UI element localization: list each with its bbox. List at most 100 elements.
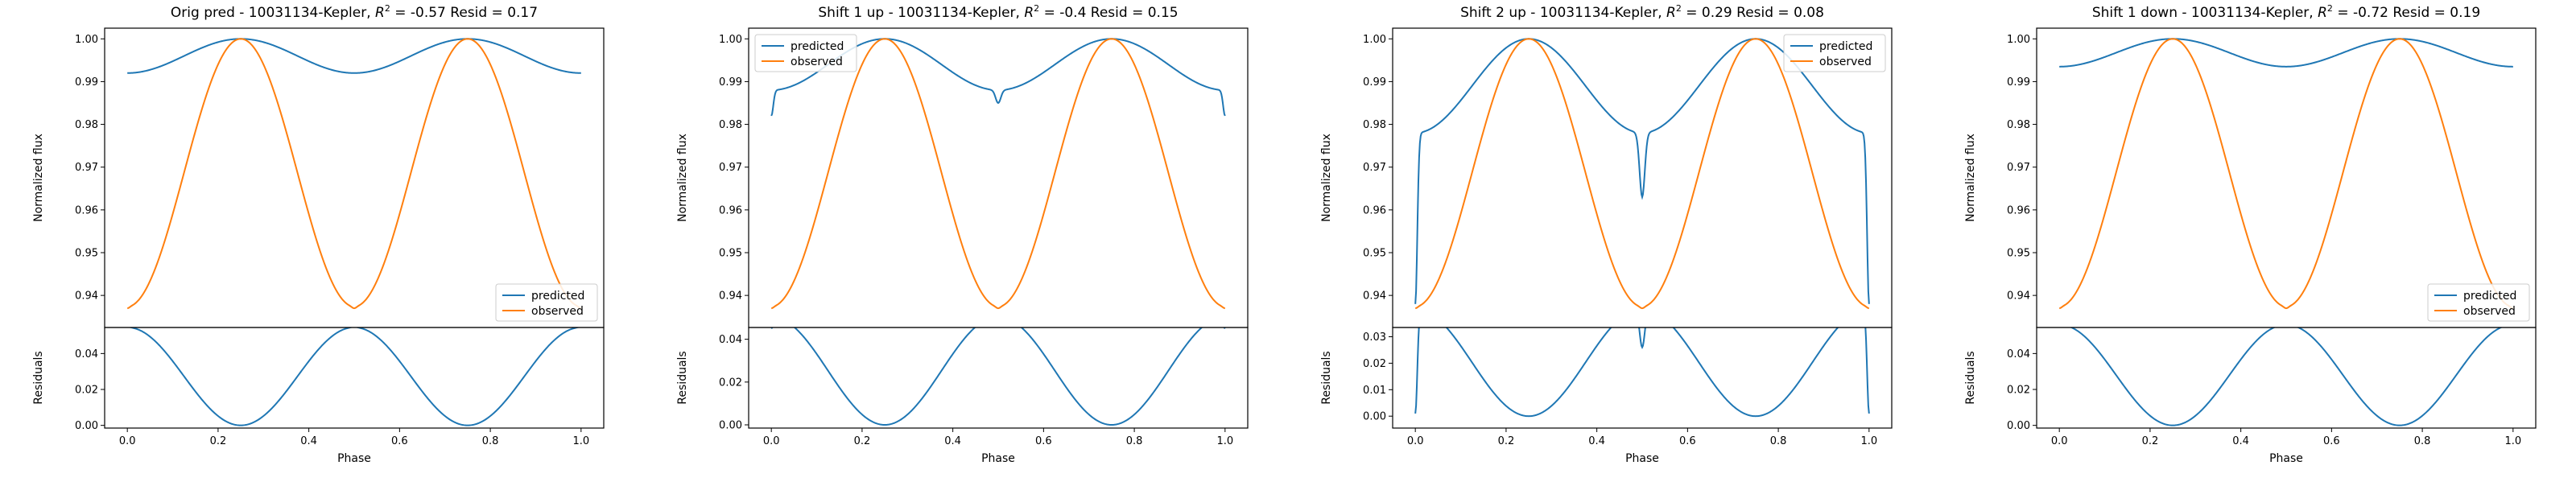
residual-axes-frame bbox=[1392, 327, 1893, 429]
residuals-axis-label: Residuals bbox=[32, 351, 45, 404]
residuals-line bbox=[2069, 327, 2504, 426]
residuals-axis-label: Residuals bbox=[1964, 351, 1977, 404]
resid-ytick-label: 0.01 bbox=[1363, 385, 1386, 397]
series-line-predicted bbox=[2059, 38, 2513, 68]
resid-ytick-label: 0.04 bbox=[719, 334, 742, 346]
ytick-label: 0.95 bbox=[1363, 248, 1386, 260]
subplot-1: Orig pred - 10031134-Kepler, R2 = -0.57 … bbox=[32, 3, 605, 465]
xtick-label: 0.4 bbox=[1588, 435, 1605, 447]
xtick-label: 0.2 bbox=[2142, 435, 2159, 447]
xtick-label: 0.2 bbox=[854, 435, 871, 447]
ytick-label: 0.94 bbox=[75, 290, 98, 303]
residuals-line bbox=[1414, 327, 1870, 418]
title-suffix: = -0.72 Resid = 0.19 bbox=[2333, 5, 2480, 21]
residual-axes-frame bbox=[2036, 327, 2537, 429]
legend-label-predicted: predicted bbox=[1819, 40, 1872, 53]
chart-title: Shift 1 up - 10031134-Kepler, R2 = -0.4 … bbox=[818, 3, 1178, 21]
ytick-label: 0.97 bbox=[719, 162, 742, 174]
subplot-2: Shift 1 up - 10031134-Kepler, R2 = -0.4 … bbox=[676, 3, 1249, 465]
xtick-label: 0.6 bbox=[1035, 435, 1052, 447]
legend-label-observed: observed bbox=[531, 305, 584, 318]
series-line-predicted bbox=[1414, 38, 1870, 304]
chart-title: Shift 1 down - 10031134-Kepler, R2 = -0.… bbox=[2092, 3, 2480, 21]
title-suffix: = 0.29 Resid = 0.08 bbox=[1682, 5, 1824, 21]
r2-superscript: 2 bbox=[1676, 3, 1682, 14]
legend: predicted observed bbox=[754, 34, 857, 72]
legend-box bbox=[2427, 283, 2530, 322]
residuals-axis-label: Residuals bbox=[1320, 351, 1333, 404]
ytick-label: 0.96 bbox=[75, 204, 98, 216]
ytick-label: 0.95 bbox=[719, 248, 742, 260]
resid-ytick-label: 0.02 bbox=[719, 377, 742, 389]
x-axis-label: Phase bbox=[1625, 452, 1659, 465]
x-axis-label: Phase bbox=[2269, 452, 2303, 465]
chart-title: Shift 2 up - 10031134-Kepler, R2 = 0.29 … bbox=[1460, 3, 1824, 21]
xtick-label: 0.2 bbox=[210, 435, 227, 447]
ytick-label: 0.99 bbox=[2007, 76, 2030, 89]
xtick-label: 0.0 bbox=[763, 435, 780, 447]
ytick-label: 0.98 bbox=[1363, 119, 1386, 131]
resid-ytick-label: 0.02 bbox=[2007, 385, 2030, 397]
ytick-label: 1.00 bbox=[2007, 34, 2030, 46]
r2-symbol: R bbox=[375, 5, 385, 21]
residuals-line bbox=[770, 327, 1226, 426]
x-axis-label: Phase bbox=[981, 452, 1015, 465]
ytick-label: 1.00 bbox=[1363, 34, 1386, 46]
xtick-label: 0.6 bbox=[391, 435, 408, 447]
xtick-label: 0.4 bbox=[944, 435, 961, 447]
legend-label-observed: observed bbox=[791, 56, 843, 68]
ytick-label: 1.00 bbox=[75, 34, 98, 46]
resid-ytick-label: 0.02 bbox=[75, 385, 98, 397]
y-axis-label: Normalized flux bbox=[32, 134, 45, 222]
title-prefix: Shift 2 up - 10031134-Kepler, bbox=[1460, 5, 1666, 21]
residuals-line bbox=[128, 327, 580, 426]
main-axes-frame bbox=[1392, 27, 1893, 328]
ytick-label: 0.95 bbox=[2007, 248, 2030, 260]
resid-ytick-label: 0.02 bbox=[1363, 358, 1386, 370]
ytick-label: 0.98 bbox=[2007, 119, 2030, 131]
legend-label-predicted: predicted bbox=[791, 40, 844, 53]
residual-axes-frame bbox=[104, 327, 605, 429]
resid-ytick-label: 0.00 bbox=[1363, 411, 1386, 423]
ytick-label: 0.95 bbox=[75, 248, 98, 260]
ytick-label: 0.98 bbox=[719, 119, 742, 131]
main-axes-frame bbox=[2036, 27, 2537, 328]
ytick-label: 0.94 bbox=[719, 290, 742, 303]
y-axis-label: Normalized flux bbox=[676, 134, 689, 222]
ytick-label: 0.99 bbox=[75, 76, 98, 89]
title-suffix: = -0.57 Resid = 0.17 bbox=[390, 5, 538, 21]
ytick-label: 0.94 bbox=[2007, 290, 2030, 303]
resid-ytick-label: 0.00 bbox=[2007, 420, 2030, 432]
xtick-label: 0.4 bbox=[300, 435, 317, 447]
legend-box bbox=[495, 283, 598, 322]
ytick-label: 0.97 bbox=[75, 162, 98, 174]
subplot-4: Shift 1 down - 10031134-Kepler, R2 = -0.… bbox=[1964, 3, 2537, 465]
residual-axes-frame bbox=[748, 327, 1249, 429]
series-line-predicted bbox=[127, 38, 581, 74]
title-suffix: = -0.4 Resid = 0.15 bbox=[1039, 5, 1178, 21]
r2-superscript: 2 bbox=[1034, 3, 1039, 14]
y-axis-label: Normalized flux bbox=[1320, 134, 1333, 222]
xtick-label: 0.6 bbox=[1679, 435, 1696, 447]
legend-label-predicted: predicted bbox=[531, 290, 584, 303]
legend: predicted observed bbox=[1783, 34, 1886, 72]
y-axis-label: Normalized flux bbox=[1964, 134, 1977, 222]
xtick-label: 0.4 bbox=[2232, 435, 2249, 447]
xtick-label: 1.0 bbox=[572, 435, 589, 447]
ytick-label: 1.00 bbox=[719, 34, 742, 46]
xtick-label: 0.0 bbox=[2051, 435, 2068, 447]
xtick-label: 0.8 bbox=[1126, 435, 1143, 447]
main-axes-frame bbox=[748, 27, 1249, 328]
xtick-label: 0.6 bbox=[2323, 435, 2340, 447]
series-line-observed bbox=[771, 38, 1225, 310]
xtick-label: 0.2 bbox=[1498, 435, 1515, 447]
legend: predicted observed bbox=[495, 283, 598, 322]
legend: predicted observed bbox=[2427, 283, 2530, 322]
chart-title: Orig pred - 10031134-Kepler, R2 = -0.57 … bbox=[171, 3, 538, 21]
title-prefix: Shift 1 down - 10031134-Kepler, bbox=[2092, 5, 2318, 21]
r2-symbol: R bbox=[1666, 5, 1676, 21]
series-line-observed bbox=[2059, 38, 2513, 310]
xtick-label: 0.8 bbox=[1770, 435, 1787, 447]
